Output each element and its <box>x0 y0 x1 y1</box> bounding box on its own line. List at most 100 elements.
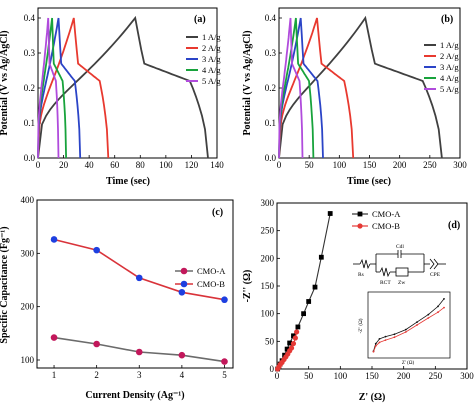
legend-label: 5 A/g <box>202 76 221 86</box>
x-axis-label-c: Current Density (Ag⁻¹) <box>85 390 184 401</box>
gcd-curve-4ag <box>37 17 67 159</box>
circuit-label-rs: Rs <box>358 272 364 278</box>
legend-d: CMO-A CMO-B <box>352 209 401 231</box>
y-tick-label: 150 <box>261 281 275 291</box>
inset-curve-cmo-a-point <box>416 321 418 323</box>
x-tick-label: 300 <box>460 371 474 381</box>
y-tick-label: 200 <box>21 302 35 312</box>
x-tick-label: 60 <box>110 160 120 170</box>
inset-x-label: Z' (Ω) <box>402 361 415 366</box>
inset-curve-cmo-b-point <box>378 341 381 344</box>
legend-label: 5 A/g <box>440 84 459 94</box>
circuit-label-rct: RCT <box>380 280 391 286</box>
plot-frame-a <box>37 7 218 159</box>
legend-label: CMO-A <box>372 209 401 219</box>
inset-y-label: -Z'' (Ω) <box>359 318 364 333</box>
x-tick-label: 50 <box>304 371 314 381</box>
circuit-label-zw: Zw <box>398 280 405 286</box>
y-tick-label: 0.0 <box>265 153 277 163</box>
inset-series <box>372 298 445 353</box>
data-point-cmo-a <box>312 284 318 290</box>
plot-frame-c <box>36 199 234 369</box>
inset-curve-cmo-b-point <box>416 324 418 326</box>
y-tick-label: 0.2 <box>265 83 276 93</box>
x-axis-label-b: Time (sec) <box>347 176 391 187</box>
gcd-curve-1ag <box>37 15 209 159</box>
inset-curve-cmo-b <box>373 307 445 352</box>
gcd-curve-3ag <box>278 17 324 159</box>
ticks-b: 0 50 100 150 200 250 300 0.0 0.1 0.2 0.3 0.4 <box>265 13 468 170</box>
legend-label: 2 A/g <box>440 51 459 61</box>
warburg-element <box>395 267 409 277</box>
panel-a: 0 20 40 60 80 100 120 140 0.0 0.1 0.2 0.3 0.4 1 A/g2… <box>0 7 224 187</box>
y-tick-label: 250 <box>261 226 275 236</box>
legend-marker <box>180 267 188 275</box>
legend-b: 1 A/g2 A/g3 A/g4 A/g5 A/g <box>424 40 459 94</box>
y-axis-label-d: -Z'' (Ω) <box>242 270 253 303</box>
x-tick-label: 0 <box>36 160 41 170</box>
data-point-cmo-a <box>284 346 290 352</box>
legend-label: 1 A/g <box>202 32 221 42</box>
inset-curve-cmo-a-point <box>404 328 407 331</box>
x-tick-label: 250 <box>429 371 443 381</box>
inset-curve-cmo-b-point <box>374 345 377 347</box>
panel-label-d: (d) <box>448 220 460 231</box>
data-point-cmo-a <box>318 254 324 260</box>
gcd-curve-3ag <box>37 17 82 159</box>
gcd-curve-2ag <box>37 17 110 159</box>
series-c <box>50 236 228 365</box>
x-tick-label: 40 <box>85 160 95 170</box>
circuit-label-cdl: Cdl <box>396 244 404 250</box>
y-tick-label: 0.3 <box>265 48 277 58</box>
data-point-cmo-a <box>301 311 306 317</box>
x-tick-label: 2 <box>94 370 99 380</box>
legend-marker <box>357 223 363 229</box>
y-tick-label: 50 <box>265 336 275 346</box>
legend-label: 3 A/g <box>440 62 459 72</box>
equivalent-circuit <box>353 250 446 278</box>
x-tick-label: 200 <box>397 371 411 381</box>
x-tick-label: 200 <box>393 160 407 170</box>
cpe-element <box>429 258 435 270</box>
x-tick-label: 120 <box>185 160 199 170</box>
inset-curve-cmo-a-point <box>393 333 396 336</box>
x-tick-label: 100 <box>159 160 173 170</box>
inset-curve-cmo-a-point <box>374 342 377 345</box>
legend-label: 1 A/g <box>440 40 459 50</box>
x-tick-label: 3 <box>137 370 142 380</box>
x-tick-label: 150 <box>365 371 379 381</box>
legend-a: 1 A/g2 A/g3 A/g4 A/g5 A/g <box>186 32 221 86</box>
legend-marker <box>180 280 188 288</box>
inset-curve-cmo-a-point <box>443 298 445 300</box>
x-tick-label: 100 <box>334 371 348 381</box>
data-point-cmo-b <box>294 329 300 335</box>
inset-curve-cmo-a-point <box>378 338 381 340</box>
inset-plot: -Z'' (Ω) Z' (Ω) <box>359 291 451 366</box>
inset-curve-cmo-b-point <box>384 339 387 341</box>
data-point-cmo-a <box>135 348 143 356</box>
x-tick-label: 20 <box>59 160 69 170</box>
data-point-cmo-b <box>50 236 58 243</box>
y-axis-label-c: Specific Capacitance (Fg⁻¹) <box>0 226 10 343</box>
y-tick-label: 100 <box>261 309 275 319</box>
legend-label: 2 A/g <box>202 43 221 53</box>
y-axis-label-b: Potential (V vs Ag/AgCl) <box>242 30 253 135</box>
data-point-cmo-a <box>295 324 301 330</box>
y-tick-label: 0.4 <box>24 13 36 23</box>
x-tick-label: 1 <box>52 370 57 380</box>
y-axis-label-a: Potential (V vs Ag/AgCl) <box>0 30 10 135</box>
x-axis-label-d: Z' (Ω) <box>359 392 386 403</box>
data-point-cmo-a <box>221 358 228 365</box>
x-tick-label: 100 <box>333 160 347 170</box>
x-tick-label: 0 <box>275 371 280 381</box>
data-point-cmo-b <box>290 340 297 347</box>
data-point-cmo-b <box>93 246 100 254</box>
x-tick-label: 50 <box>305 160 315 170</box>
x-tick-label: 0 <box>277 160 282 170</box>
gcd-curve-4ag <box>278 17 315 159</box>
data-point-cmo-a <box>306 299 312 304</box>
gcd-curve-1ag <box>278 15 443 159</box>
data-point-cmo-a <box>93 340 100 348</box>
panel-label-b: (b) <box>441 14 453 25</box>
